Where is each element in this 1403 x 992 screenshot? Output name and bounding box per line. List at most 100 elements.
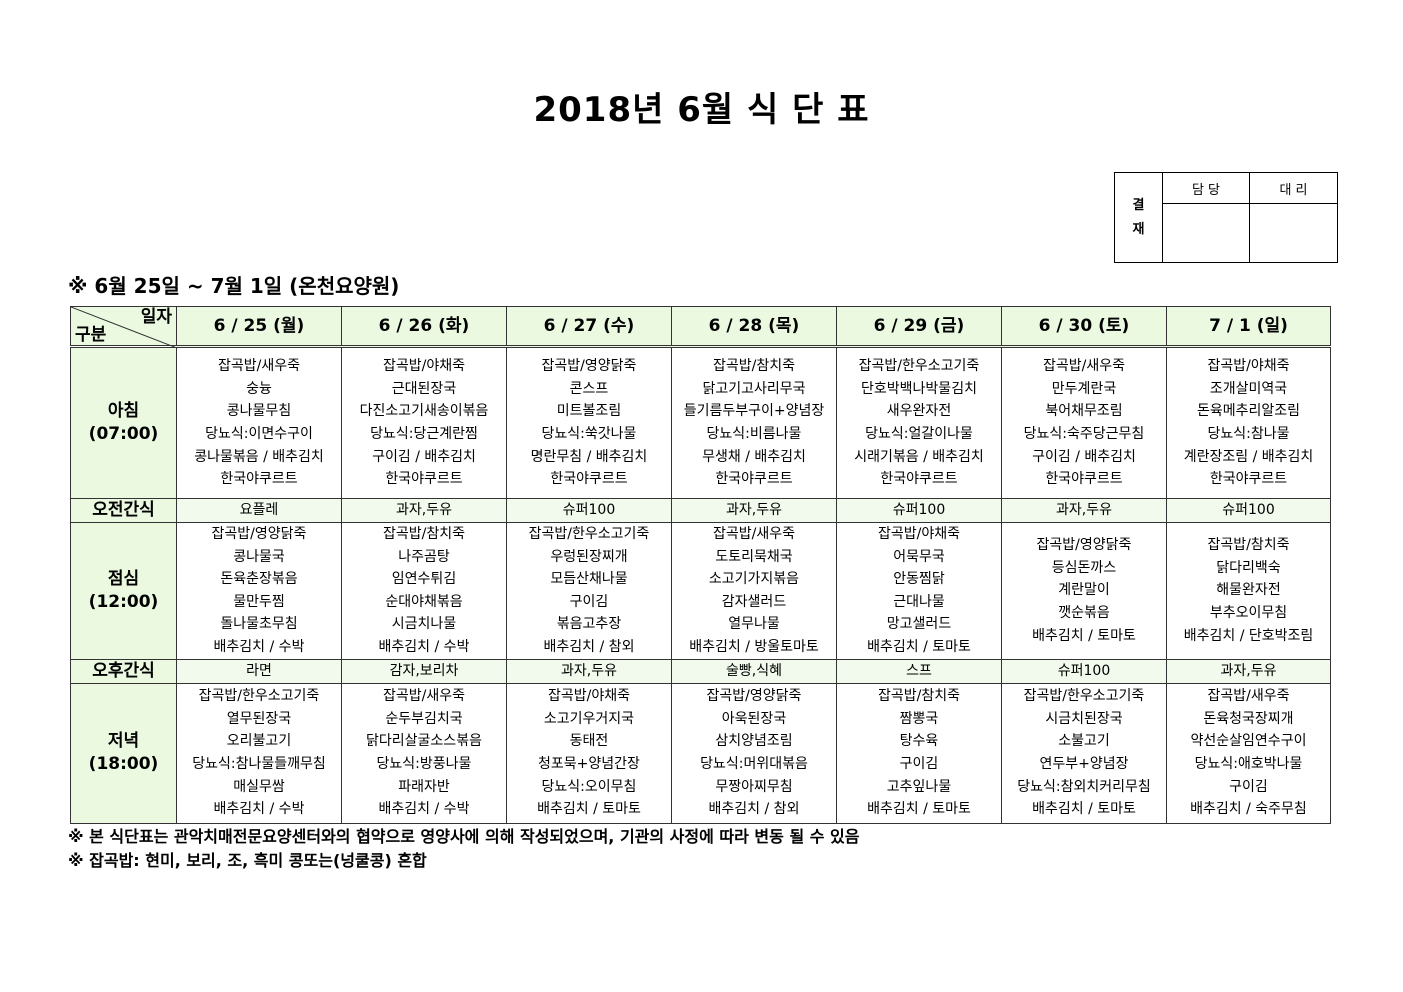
menu-item: 근대된장국 <box>391 380 457 397</box>
menu-item: 순두부김치국 <box>385 710 463 727</box>
menu-item: 소불고기 <box>1058 733 1110 750</box>
snack-row: 오후간식 라면 감자,보리차 과자,두유 술빵,식혜 스프 슈퍼100 과자,두유 <box>70 658 1331 684</box>
menu-cell: 슈퍼100 <box>1001 658 1167 684</box>
row-label-text: (12:00) <box>88 591 159 612</box>
day-header: 6 / 29 (금) <box>836 306 1002 348</box>
menu-item: 닭다리살굴소스볶음 <box>366 733 482 750</box>
menu-cell: 슈퍼100 <box>836 498 1002 523</box>
menu-item: 과자,두유 <box>396 502 452 519</box>
menu-item: 잡곡밥/새우죽 <box>1043 358 1125 375</box>
row-label: 저녁 (18:00) <box>70 682 177 824</box>
menu-item: 부추오이무침 <box>1209 605 1288 622</box>
menu-item: 스프 <box>906 662 932 679</box>
day-header: 7 / 1 (일) <box>1166 306 1331 348</box>
menu-item: 근대나물 <box>893 593 945 610</box>
menu-item: 당뇨식:참나물 <box>1207 426 1290 442</box>
menu-cell: 잡곡밥/야채죽 조개살미역국 돈육메추리알조림 당뇨식:참나물 계란장조림 / 배추김치… <box>1166 346 1331 499</box>
row-label: 오후간식 <box>70 658 177 684</box>
menu-cell: 잡곡밥/참치죽 닭다리백숙 해물완자전 부추오이무침 배추김치 / 단호박조림 <box>1166 522 1331 660</box>
menu-item: 돈육청국장찌개 <box>1203 710 1294 727</box>
menu-item: 배추김치 / 수박 <box>378 638 470 655</box>
corner-cell: 일자 구분 <box>70 306 177 348</box>
menu-item: 새우완자전 <box>886 403 952 420</box>
menu-item: 고추잎나물 <box>886 778 952 795</box>
menu-item: 청포묵+양념간장 <box>538 756 640 773</box>
menu-item: 잡곡밥/야채죽 <box>383 358 465 375</box>
menu-item: 슈퍼100 <box>1057 662 1111 679</box>
menu-table: 일자 구분 6 / 25 (월) 6 / 26 (화) 6 / 27 (수) 6 / … <box>70 306 1331 824</box>
menu-item: 당뇨식:이면수구이 <box>205 426 313 442</box>
menu-item: 시래기볶음 / 배추김치 <box>854 448 984 465</box>
menu-cell: 잡곡밥/한우소고기죽 단호박백나박물김치 새우완자전 당뇨식:얼갈이나물 시래기볶음 /… <box>836 346 1002 499</box>
menu-item: 임연수튀김 <box>391 571 457 588</box>
menu-item: 소고기우거지국 <box>543 710 635 727</box>
menu-item: 구이김 <box>899 756 939 773</box>
menu-item: 잡곡밥/참치죽 <box>1207 537 1290 554</box>
menu-item: 당뇨식:얼갈이나물 <box>865 426 973 442</box>
row-label-text: 저녁 <box>107 731 140 752</box>
menu-item: 한국야쿠르트 <box>715 471 793 488</box>
menu-item: 열무된장국 <box>226 710 292 727</box>
menu-item: 돈육춘장볶음 <box>220 571 298 588</box>
menu-cell: 잡곡밥/한우소고기죽 시금치된장국 소불고기 연두부+양념장 당뇨식:참외치커리무침 배추… <box>1001 682 1167 824</box>
menu-item: 잡곡밥/한우소고기죽 <box>1023 688 1145 705</box>
menu-item: 잡곡밥/참치죽 <box>383 526 465 542</box>
meal-row: 아침 (07:00) 잡곡밥/새우죽 숭늉 콩나물무침 당뇨식:이면수구이 콩나물볶음 / … <box>70 346 1331 499</box>
menu-item: 미트볼조림 <box>556 403 622 420</box>
menu-item: 도토리묵채국 <box>715 548 793 565</box>
menu-item: 북어채무조림 <box>1045 403 1123 420</box>
corner-date-label: 일자 <box>140 307 172 327</box>
menu-item: 물만두찜 <box>233 593 285 610</box>
menu-item: 파래자반 <box>398 778 450 795</box>
menu-item: 배추김치 / 참외 <box>708 801 800 818</box>
menu-item: 배추김치 / 토마토 <box>867 801 971 818</box>
menu-item: 순대야채볶음 <box>385 593 463 610</box>
menu-item: 당뇨식:머위대볶음 <box>700 756 808 773</box>
menu-item: 계란말이 <box>1058 582 1110 599</box>
approval-sign-manager[interactable] <box>1162 203 1250 263</box>
menu-cell: 잡곡밥/참치죽 나주곰탕 임연수튀김 순대야채볶음 시금치나물 배추김치 / 수박 <box>341 522 507 660</box>
menu-cell: 슈퍼100 <box>506 498 672 523</box>
note-2: ※ 잡곡밥: 현미, 보리, 조, 흑미 콩또는(넝쿨콩) 혼합 <box>68 851 427 870</box>
menu-item: 연두부+양념장 <box>1039 756 1129 773</box>
menu-item: 잡곡밥/참치죽 <box>878 688 960 705</box>
approval-col-deputy: 대 리 <box>1249 172 1338 204</box>
menu-item: 돈육메추리알조림 <box>1196 403 1301 420</box>
menu-item: 잡곡밥/한우소고기죽 <box>198 688 320 705</box>
day-header: 6 / 28 (목) <box>671 306 837 348</box>
menu-item: 잡곡밥/새우죽 <box>1207 688 1290 705</box>
menu-item: 들기름두부구이+양념장 <box>683 403 825 420</box>
menu-cell: 잡곡밥/영양닭죽 콘스프 미트볼조림 당뇨식:쑥갓나물 명란무침 / 배추김치 한국야쿠르… <box>506 346 672 499</box>
menu-cell: 잡곡밥/한우소고기죽 열무된장국 오리불고기 당뇨식:참나물들깨무침 매실무쌈 배추김치 … <box>176 682 342 824</box>
menu-item: 시금치나물 <box>391 616 457 633</box>
approval-col-manager: 담 당 <box>1162 172 1250 204</box>
menu-item: 매실무쌈 <box>233 778 285 795</box>
menu-item: 감자,보리차 <box>389 662 459 679</box>
menu-item: 과자,두유 <box>1056 502 1112 519</box>
menu-cell: 과자,두유 <box>671 498 837 523</box>
menu-cell: 감자,보리차 <box>341 658 507 684</box>
menu-item: 잡곡밥/영양닭죽 <box>541 358 637 375</box>
snack-row: 오전간식 요플레 과자,두유 슈퍼100 과자,두유 슈퍼100 과자,두유 슈퍼100 <box>70 498 1331 523</box>
menu-item: 단호박백나박물김치 <box>861 380 977 397</box>
approval-label: 결 재 <box>1114 172 1163 263</box>
menu-cell: 잡곡밥/새우죽 숭늉 콩나물무침 당뇨식:이면수구이 콩나물볶음 / 배추김치 한국야쿠르… <box>176 346 342 499</box>
menu-item: 당뇨식:숙주당근무침 <box>1023 426 1145 442</box>
menu-cell: 잡곡밥/영양닭죽 콩나물국 돈육춘장볶음 물만두찜 돌나물초무침 배추김치 / 수박 <box>176 522 342 660</box>
menu-cell: 과자,두유 <box>506 658 672 684</box>
menu-item: 잡곡밥/영양닭죽 <box>1036 537 1132 554</box>
menu-item: 슈퍼100 <box>562 502 616 519</box>
menu-item: 배추김치 / 토마토 <box>867 638 971 655</box>
menu-cell: 잡곡밥/새우죽 순두부김치국 닭다리살굴소스볶음 당뇨식:방풍나물 파래자반 배추김치 /… <box>341 682 507 824</box>
approval-sign-deputy[interactable] <box>1249 203 1338 263</box>
meal-row: 점심 (12:00) 잡곡밥/영양닭죽 콩나물국 돈육춘장볶음 물만두찜 돌나물초무침 배추김… <box>70 522 1331 660</box>
approval-label-2: 재 <box>1132 221 1145 237</box>
menu-item: 잡곡밥/참치죽 <box>713 358 795 375</box>
menu-item: 구이김 / 배추김치 <box>372 448 476 465</box>
menu-item: 볶음고추장 <box>556 616 622 633</box>
menu-cell: 잡곡밥/영양닭죽 등심돈까스 계란말이 깻순볶음 배추김치 / 토마토 <box>1001 522 1167 660</box>
menu-item: 명란무침 / 배추김치 <box>530 448 648 465</box>
row-label: 오전간식 <box>70 498 177 523</box>
menu-item: 콩나물볶음 / 배추김치 <box>194 448 324 465</box>
corner-category-label: 구분 <box>75 325 107 345</box>
